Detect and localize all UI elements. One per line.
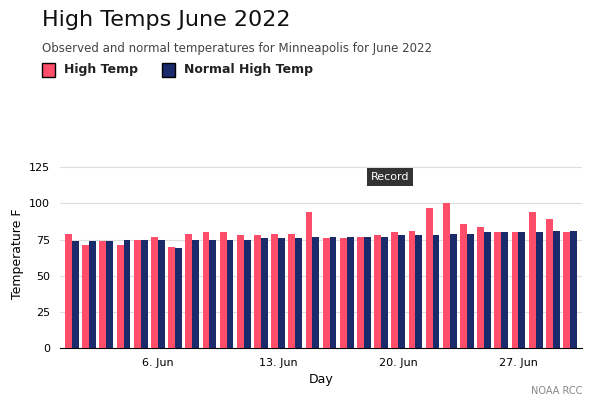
Bar (237, 235, 244, 348)
Bar (518, 232, 526, 348)
Bar (391, 232, 398, 348)
Bar (415, 235, 422, 348)
X-axis label: Day: Day (308, 373, 334, 386)
Bar (357, 237, 364, 348)
Bar (501, 232, 508, 348)
Bar (278, 238, 285, 348)
Bar (512, 232, 518, 348)
Bar (570, 231, 577, 348)
Text: Normal High Temp: Normal High Temp (184, 64, 313, 76)
Bar (460, 224, 467, 348)
Bar (244, 240, 251, 348)
Bar (323, 238, 329, 348)
Bar (364, 237, 371, 348)
Bar (484, 232, 491, 348)
Bar (433, 235, 439, 348)
Bar (271, 234, 278, 348)
Bar (313, 237, 319, 348)
Text: Record: Record (370, 172, 409, 182)
Bar (289, 234, 295, 348)
Bar (261, 238, 268, 348)
Bar (141, 240, 148, 348)
Bar (340, 238, 347, 348)
Bar (151, 237, 158, 348)
Text: High Temp: High Temp (64, 64, 138, 76)
Text: Observed and normal temperatures for Minneapolis for June 2022: Observed and normal temperatures for Min… (42, 42, 432, 55)
Bar (477, 226, 484, 348)
Bar (100, 241, 106, 348)
Bar (158, 240, 165, 348)
Bar (65, 234, 72, 348)
Bar (168, 247, 175, 348)
Bar (305, 212, 313, 348)
Bar (203, 232, 209, 348)
Text: High Temps June 2022: High Temps June 2022 (42, 10, 290, 30)
Bar (409, 231, 415, 348)
Y-axis label: Temperature F: Temperature F (11, 209, 23, 299)
Bar (185, 234, 192, 348)
Bar (443, 203, 450, 348)
Bar (467, 234, 474, 348)
Bar (347, 237, 353, 348)
Bar (381, 237, 388, 348)
Bar (536, 232, 542, 348)
Bar (89, 241, 96, 348)
Bar (209, 240, 216, 348)
Bar (124, 240, 130, 348)
Bar (82, 245, 89, 348)
Bar (546, 219, 553, 348)
Bar (295, 238, 302, 348)
Bar (227, 240, 233, 348)
Bar (106, 241, 113, 348)
Text: NOAA RCC: NOAA RCC (530, 386, 582, 396)
Bar (426, 208, 433, 348)
Bar (374, 235, 381, 348)
Bar (398, 235, 405, 348)
Bar (192, 240, 199, 348)
Bar (563, 232, 570, 348)
Bar (254, 235, 261, 348)
Bar (220, 232, 227, 348)
Bar (134, 240, 141, 348)
Bar (553, 231, 560, 348)
Bar (329, 237, 337, 348)
Bar (529, 212, 536, 348)
Bar (72, 241, 79, 348)
Bar (450, 234, 457, 348)
Bar (116, 245, 124, 348)
Bar (494, 232, 501, 348)
Bar (175, 248, 182, 348)
